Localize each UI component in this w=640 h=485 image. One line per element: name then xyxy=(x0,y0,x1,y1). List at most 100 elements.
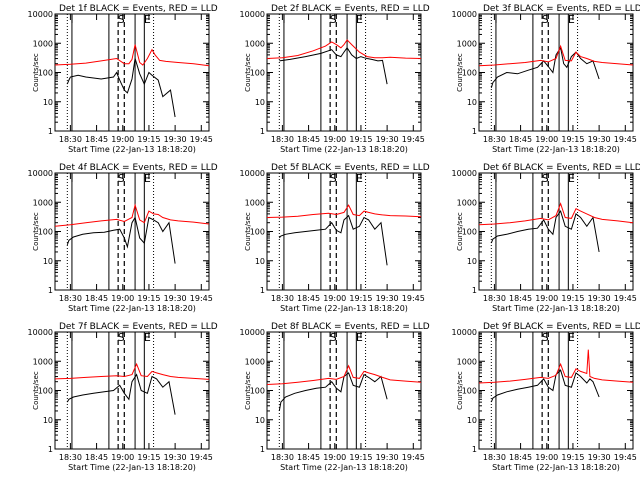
x-tick-label: 19:45 xyxy=(402,135,425,144)
x-axis-label: Start Time (22-Jan-13 18:18:20) xyxy=(492,304,620,313)
interval-marker-E: E xyxy=(568,331,575,344)
series-lld-line xyxy=(478,202,634,226)
y-tick-label: 100 xyxy=(462,387,477,396)
y-tick-label: 100 xyxy=(250,69,265,78)
x-tick-label: 19:30 xyxy=(588,135,611,144)
y-tick-label: 10 xyxy=(255,416,265,425)
x-tick-label: 18:45 xyxy=(85,135,108,144)
y-tick-label: 10000 xyxy=(240,328,265,337)
y-tick-label: 100 xyxy=(250,387,265,396)
x-tick-label: 19:45 xyxy=(190,135,213,144)
y-tick-label: 100 xyxy=(38,387,53,396)
x-tick-label: 19:30 xyxy=(376,135,399,144)
x-tick-label: 19:00 xyxy=(111,453,134,462)
x-tick-label: 19:00 xyxy=(111,135,134,144)
plot-frame xyxy=(54,331,210,450)
y-axis-label: Counts/sec xyxy=(32,212,40,251)
series-events-line xyxy=(279,46,388,85)
chart-panel-4: Det 4f BLACK = Events, RED = LLD 1 10 100 10… xyxy=(28,163,218,313)
x-tick-label: 18:45 xyxy=(509,453,532,462)
series-lld-line xyxy=(266,39,422,59)
plot-frame xyxy=(54,172,210,291)
interval-marker-E: E xyxy=(568,172,575,185)
plot-frame xyxy=(54,13,210,132)
x-tick-label: 18:45 xyxy=(297,453,320,462)
chart-panel-9: Det 9f BLACK = Events, RED = LLD 1 10 100 10… xyxy=(452,322,640,472)
y-tick-label: 10000 xyxy=(452,10,477,19)
x-tick-label: 18:45 xyxy=(509,135,532,144)
x-tick-label: 18:30 xyxy=(483,135,506,144)
y-tick-label: 10000 xyxy=(452,169,477,178)
series-events-line xyxy=(66,58,176,118)
plot-frame xyxy=(266,331,422,450)
x-tick-label: 19:45 xyxy=(614,294,637,303)
plot-frame xyxy=(266,172,422,291)
y-tick-label: 1000 xyxy=(245,198,265,207)
series-lld-line xyxy=(266,364,422,385)
series-events-line xyxy=(66,373,176,415)
y-tick-label: 1000 xyxy=(457,39,477,48)
interval-marker-I: I xyxy=(70,331,73,344)
interval-marker-I: I xyxy=(494,331,497,344)
interval-marker-E: E xyxy=(356,331,363,344)
x-tick-label: 18:30 xyxy=(59,294,82,303)
series-lld-line xyxy=(266,204,422,218)
y-tick-label: 1000 xyxy=(245,357,265,366)
plot-frame xyxy=(266,13,422,132)
y-tick-label: 10 xyxy=(467,257,477,266)
x-tick-label: 19:45 xyxy=(614,135,637,144)
y-axis-label: Counts/sec xyxy=(456,371,464,410)
x-tick-label: 18:30 xyxy=(483,294,506,303)
x-axis-label: Start Time (22-Jan-13 18:18:20) xyxy=(68,304,196,313)
chart-title: Det 5f BLACK = Events, RED = LLD xyxy=(271,163,430,173)
y-tick-label: 1 xyxy=(48,127,53,136)
interval-marker-I: I xyxy=(494,172,497,185)
interval-marker-S: S xyxy=(118,13,125,26)
series-lld-line xyxy=(54,44,210,67)
y-tick-label: 10000 xyxy=(28,328,53,337)
chart-panel-1: Det 1f BLACK = Events, RED = LLD 1 10 100 10… xyxy=(28,4,218,154)
interval-marker-S: S xyxy=(542,331,549,344)
x-tick-label: 19:00 xyxy=(323,453,346,462)
x-tick-label: 19:00 xyxy=(535,135,558,144)
interval-marker-I: I xyxy=(70,172,73,185)
interval-marker-S: S xyxy=(542,172,549,185)
y-tick-label: 1000 xyxy=(457,357,477,366)
x-tick-label: 19:00 xyxy=(111,294,134,303)
y-axis-label: Counts/sec xyxy=(244,212,252,251)
y-tick-label: 10000 xyxy=(240,10,265,19)
interval-marker-I: I xyxy=(282,331,285,344)
y-axis-label: Counts/sec xyxy=(456,212,464,251)
chart-title: Det 6f BLACK = Events, RED = LLD xyxy=(483,163,640,173)
series-events-line xyxy=(490,209,600,252)
x-tick-label: 18:45 xyxy=(85,453,108,462)
x-tick-label: 19:45 xyxy=(402,453,425,462)
x-axis-label: Start Time (22-Jan-13 18:18:20) xyxy=(492,145,620,154)
x-tick-label: 19:15 xyxy=(561,453,584,462)
y-axis-label: Counts/sec xyxy=(244,53,252,92)
x-tick-label: 19:30 xyxy=(164,135,187,144)
x-axis-label: Start Time (22-Jan-13 18:18:20) xyxy=(280,463,408,472)
chart-panel-6: Det 6f BLACK = Events, RED = LLD 1 10 100 10… xyxy=(452,163,640,313)
interval-marker-I: I xyxy=(282,172,285,185)
interval-marker-I: I xyxy=(282,13,285,26)
y-tick-label: 1 xyxy=(472,286,477,295)
y-tick-label: 100 xyxy=(38,228,53,237)
x-axis-label: Start Time (22-Jan-13 18:18:20) xyxy=(68,145,196,154)
x-tick-label: 18:30 xyxy=(59,453,82,462)
x-tick-label: 18:30 xyxy=(271,453,294,462)
x-tick-label: 19:15 xyxy=(561,135,584,144)
x-tick-label: 18:45 xyxy=(509,294,532,303)
chart-title: Det 2f BLACK = Events, RED = LLD xyxy=(271,4,430,14)
series-lld-line xyxy=(54,203,210,227)
series-lld-line xyxy=(478,349,634,384)
series-lld-line xyxy=(54,362,210,380)
interval-marker-E: E xyxy=(356,172,363,185)
chart-panel-2: Det 2f BLACK = Events, RED = LLD 1 10 100 10… xyxy=(240,4,430,154)
x-tick-label: 19:15 xyxy=(137,294,160,303)
series-events-line xyxy=(490,46,600,88)
interval-marker-S: S xyxy=(542,13,549,26)
x-tick-label: 19:00 xyxy=(323,294,346,303)
plot-frame xyxy=(478,172,634,291)
y-tick-label: 1 xyxy=(260,445,265,454)
